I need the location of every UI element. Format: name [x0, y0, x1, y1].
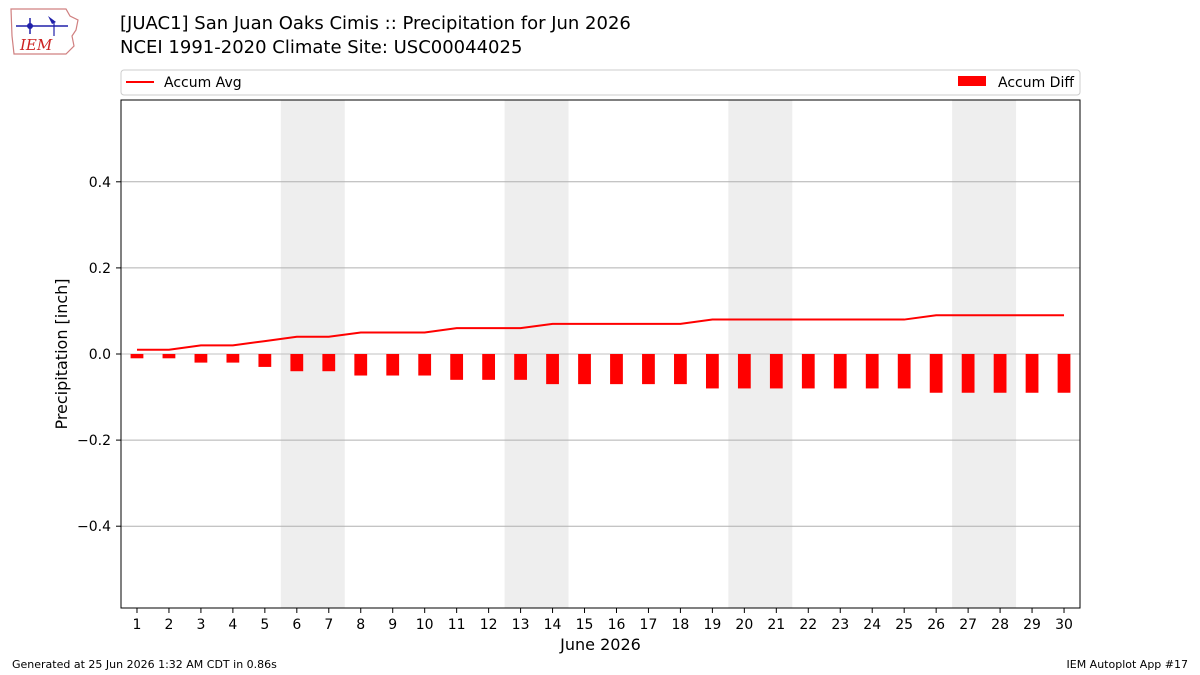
x-tick-label: 12 [480, 617, 498, 633]
bar-day-19 [705, 354, 719, 389]
legend-accum-diff: Accum Diff [998, 75, 1074, 91]
x-tick-label: 3 [196, 617, 205, 633]
bar-day-23 [833, 354, 847, 389]
x-tick-label: 1 [133, 617, 142, 633]
bar-day-10 [418, 354, 432, 376]
accum-avg-line [136, 314, 1065, 351]
x-tick-label: 16 [608, 617, 626, 633]
bar-day-17 [642, 354, 655, 385]
x-tick-label: 5 [260, 617, 269, 633]
legend-frame [120, 69, 1081, 96]
bar-day-6 [290, 354, 304, 372]
weekend-bands [280, 100, 1017, 608]
x-tick-label: 11 [448, 617, 466, 633]
bar-day-26 [929, 354, 943, 393]
x-tick-label: 6 [292, 617, 301, 633]
y-axis-ticks: −0.4 −0.2 0.0 0.2 0.4 [77, 175, 121, 535]
x-tick-label: 10 [416, 617, 434, 633]
y-tick-label: −0.4 [77, 519, 111, 535]
bar-day-16 [610, 354, 623, 385]
x-tick-label: 17 [640, 617, 658, 633]
logo-text: IEM [19, 36, 53, 54]
legend: Accum Avg Accum Diff [120, 69, 1081, 96]
weekend-band-3 [728, 100, 793, 608]
footer-app: IEM Autoplot App #17 [1066, 658, 1189, 671]
bar-day-21 [769, 354, 783, 389]
x-tick-label: 26 [927, 617, 945, 633]
x-tick-label: 7 [324, 617, 333, 633]
x-tick-label: 27 [959, 617, 977, 633]
x-axis-label: June 2026 [559, 635, 641, 654]
x-tick-label: 18 [672, 617, 690, 633]
plot-frame [120, 99, 1081, 609]
bar-day-15 [578, 354, 591, 385]
bar-day-14 [546, 354, 559, 385]
x-tick-label: 29 [1023, 617, 1041, 633]
bar-day-29 [1025, 354, 1039, 393]
bar-day-22 [801, 354, 815, 389]
x-axis-ticks: 1 2 3 4 5 6 7 8 9 10 11 12 13 14 15 16 17 18 19 20 21 22 23 24 2… [133, 608, 1073, 633]
accum-diff-bars [130, 354, 1071, 393]
legend-accum-avg: Accum Avg [164, 75, 242, 91]
bar-day-12 [482, 354, 496, 380]
bar-day-24 [865, 354, 879, 389]
footer-generated: Generated at 25 Jun 2026 1:32 AM CDT in … [12, 658, 277, 671]
x-tick-label: 23 [831, 617, 849, 633]
x-tick-label: 19 [703, 617, 721, 633]
weekend-band-4 [952, 100, 1017, 608]
x-tick-label: 20 [735, 617, 753, 633]
grid-lines [121, 181, 1080, 527]
x-tick-label: 14 [544, 617, 562, 633]
x-tick-label: 15 [576, 617, 594, 633]
bar-day-27 [961, 354, 975, 393]
bar-day-4 [226, 354, 240, 363]
bar-day-25 [897, 354, 911, 389]
bar-day-7 [322, 354, 336, 372]
y-tick-label: 0.2 [89, 261, 111, 277]
bar-day-30 [1057, 354, 1071, 393]
chart-title: [JUAC1] San Juan Oaks Cimis :: Precipita… [120, 13, 631, 34]
bar-day-20 [737, 354, 751, 389]
x-tick-label: 25 [895, 617, 913, 633]
y-axis-label: Precipitation [inch] [52, 278, 71, 429]
x-tick-label: 28 [991, 617, 1009, 633]
bar-day-5 [258, 354, 272, 367]
legend-bar-swatch [958, 76, 986, 86]
x-tick-label: 8 [356, 617, 365, 633]
x-tick-label: 2 [164, 617, 173, 633]
bar-day-13 [514, 354, 527, 380]
x-tick-label: 9 [388, 617, 397, 633]
y-tick-label: −0.2 [77, 433, 111, 449]
x-tick-label: 4 [228, 617, 237, 633]
x-tick-label: 21 [767, 617, 785, 633]
x-tick-label: 22 [799, 617, 817, 633]
iem-logo: IEM [10, 8, 79, 55]
bar-day-2 [162, 354, 176, 359]
bar-day-11 [450, 354, 464, 380]
x-tick-label: 13 [512, 617, 530, 633]
iowa-outline [10, 8, 79, 55]
weekend-band-2 [504, 100, 569, 608]
bar-day-9 [386, 354, 400, 376]
y-tick-label: 0.0 [89, 347, 111, 363]
x-tick-label: 30 [1055, 617, 1073, 633]
bar-day-3 [194, 354, 208, 363]
bar-day-28 [993, 354, 1007, 393]
y-tick-label: 0.4 [89, 175, 111, 191]
x-tick-label: 24 [863, 617, 881, 633]
bar-day-18 [674, 354, 687, 385]
weekend-band-1 [280, 100, 345, 608]
chart-subtitle: NCEI 1991-2020 Climate Site: USC00044025 [120, 37, 523, 58]
bar-day-1 [130, 354, 144, 359]
bar-day-8 [354, 354, 368, 376]
